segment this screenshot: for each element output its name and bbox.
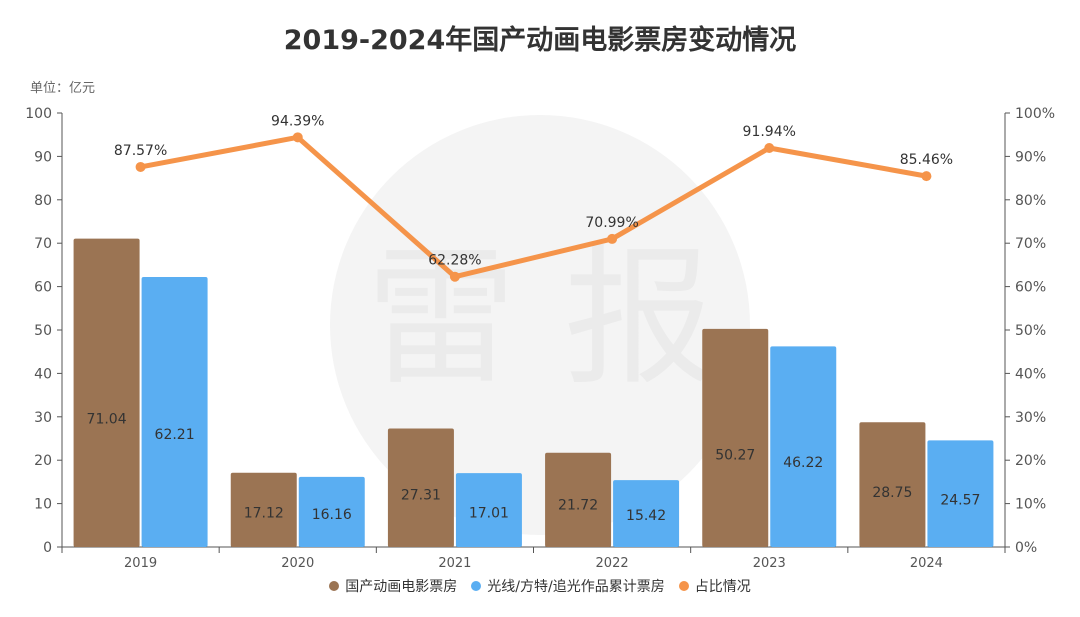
right-tick-label: 10% — [1015, 497, 1046, 513]
bar-domestic-label: 17.12 — [244, 505, 284, 521]
bar-domestic — [73, 238, 140, 547]
bar-light-chaser — [455, 473, 522, 547]
right-tick-label: 20% — [1015, 453, 1046, 469]
legend-item-light-chaser: 光线/方特/追光作品累计票房 — [471, 576, 665, 596]
bar-light-chaser-label: 62.21 — [155, 427, 195, 443]
bar-domestic — [545, 452, 612, 547]
right-tick-label: 70% — [1015, 236, 1046, 252]
left-tick-label: 50 — [34, 323, 52, 339]
line-share-point — [135, 161, 146, 172]
chart-title: 2019-2024年国产动画电影票房变动情况 — [283, 25, 797, 56]
bar-domestic — [702, 328, 769, 547]
right-tick-label: 50% — [1015, 323, 1046, 339]
x-tick-label: 2024 — [910, 556, 943, 571]
bar-light-chaser — [141, 277, 208, 547]
line-share-label: 85.46% — [900, 152, 953, 168]
watermark-text: 雷 报 — [366, 232, 714, 406]
bar-light-chaser — [613, 480, 680, 547]
right-tick-label: 80% — [1015, 193, 1046, 209]
left-tick-label: 60 — [34, 280, 52, 296]
legend: 国产动画电影票房 光线/方特/追光作品累计票房 占比情况 — [0, 576, 1080, 596]
legend-item-share: 占比情况 — [678, 576, 751, 596]
bar-domestic-label: 50.27 — [715, 448, 755, 464]
bar-light-chaser-label: 46.22 — [783, 455, 823, 471]
legend-swatch-light-chaser — [471, 581, 482, 591]
line-share-label: 94.39% — [271, 113, 324, 129]
bar-domestic-label: 21.72 — [558, 497, 598, 513]
x-tick-label: 2020 — [281, 556, 314, 571]
plot-area: 0 10 20 30 40 50 60 70 80 90 100 0% 10% 20% 30% 40% 50% 6… — [25, 106, 1055, 571]
bar-light-chaser-label: 17.01 — [469, 505, 509, 521]
left-tick-label: 70 — [34, 236, 52, 252]
legend-label-domestic: 国产动画电影票房 — [345, 579, 458, 595]
line-share-point — [764, 142, 775, 153]
left-tick-label: 30 — [34, 410, 52, 426]
line-share — [138, 134, 929, 280]
legend-item-domestic: 国产动画电影票房 — [329, 576, 457, 596]
line-share-point — [449, 271, 460, 282]
left-tick-label: 100 — [25, 106, 52, 122]
bar-domestic — [230, 472, 297, 547]
bar-light-chaser — [298, 476, 365, 547]
right-tick-label: 30% — [1015, 410, 1046, 426]
bar-light-chaser — [927, 440, 994, 547]
line-share-point — [921, 171, 932, 182]
unit-label: 单位：亿元 — [30, 81, 96, 96]
right-tick-label: 0% — [1015, 540, 1037, 556]
line-share-label: 87.57% — [114, 143, 167, 159]
x-tick-label: 2023 — [753, 556, 786, 571]
bar-light-chaser-label: 15.42 — [626, 508, 666, 524]
line-share-label: 91.94% — [743, 124, 796, 140]
right-tick-label: 100% — [1015, 106, 1055, 122]
bar-light-chaser-label: 16.16 — [312, 507, 352, 523]
right-tick-label: 60% — [1015, 280, 1046, 296]
line-share-point — [607, 233, 618, 244]
bar-domestic-label: 28.75 — [872, 485, 912, 501]
left-tick-label: 20 — [34, 453, 52, 469]
bar-light-chaser — [770, 346, 837, 547]
line-share-label: 62.28% — [428, 253, 481, 269]
legend-swatch-share — [678, 581, 689, 591]
left-tick-label: 40 — [34, 366, 52, 382]
line-share-point — [292, 132, 303, 143]
left-tick-label: 90 — [34, 149, 52, 165]
x-tick-label: 2022 — [596, 556, 629, 571]
legend-label-light-chaser: 光线/方特/追光作品累计票房 — [487, 579, 665, 595]
left-tick-label: 10 — [34, 497, 52, 513]
x-tick-label: 2021 — [438, 556, 471, 571]
bar-light-chaser-label: 24.57 — [940, 492, 980, 508]
bar-domestic — [387, 428, 454, 547]
bar-domestic-label: 71.04 — [87, 412, 127, 428]
bar-domestic — [859, 422, 926, 547]
right-tick-label: 40% — [1015, 366, 1046, 382]
line-share-label: 70.99% — [585, 215, 638, 231]
right-tick-label: 90% — [1015, 149, 1046, 165]
legend-label-share: 占比情况 — [694, 579, 751, 595]
bar-domestic-label: 27.31 — [401, 488, 441, 504]
x-tick-label: 2019 — [124, 556, 157, 571]
left-tick-label: 0 — [43, 540, 52, 556]
legend-swatch-domestic — [329, 581, 340, 591]
left-tick-label: 80 — [34, 193, 52, 209]
